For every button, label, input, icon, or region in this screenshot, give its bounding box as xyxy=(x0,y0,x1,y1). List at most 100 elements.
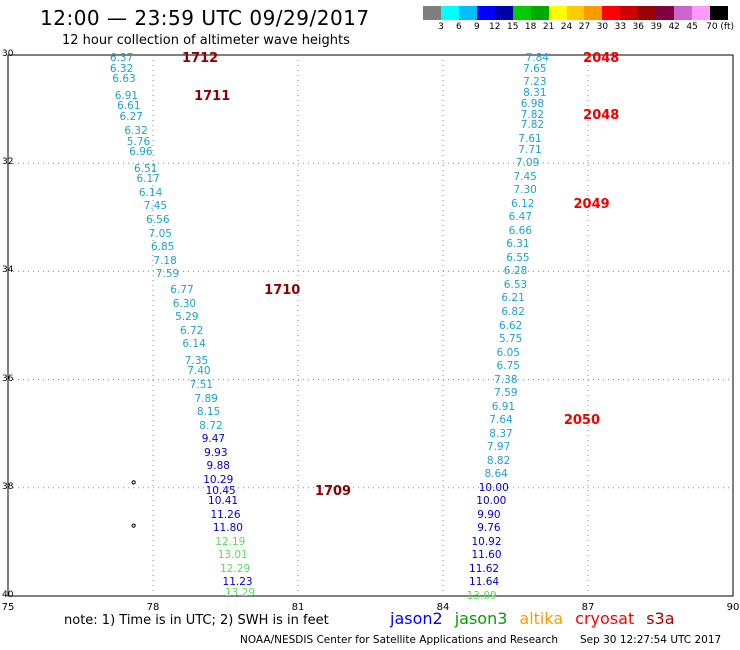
y-tick-label: 32 xyxy=(2,157,14,168)
x-tick-label: 90 xyxy=(726,602,740,613)
scale-swatch xyxy=(548,6,567,20)
scale-label: 9 xyxy=(473,22,480,32)
wave-height-value: 8.82 xyxy=(486,454,511,467)
scale-label: 42 xyxy=(668,22,680,32)
scale-swatch xyxy=(602,6,621,20)
plot-frame xyxy=(7,54,734,597)
satellite-legend: jason2 jason3 altika cryosat s3a xyxy=(390,609,687,628)
wave-height-value: 6.28 xyxy=(503,265,528,278)
wave-height-value: 7.40 xyxy=(187,365,211,378)
wave-height-value: 5.76 xyxy=(126,135,151,148)
scale-label: 27 xyxy=(578,22,591,32)
wave-height-value: 10.29 xyxy=(203,473,234,486)
scale-swatch xyxy=(692,6,710,20)
wave-height-value: 11.80 xyxy=(212,522,243,535)
x-tick-label: 87 xyxy=(581,602,595,613)
wave-height-value: 8.64 xyxy=(484,468,508,481)
wave-height-value: 6.17 xyxy=(136,173,160,186)
wave-height-value: 6.47 xyxy=(508,211,533,224)
y-tick-label: 40 xyxy=(2,590,14,600)
wave-height-value: 11.23 xyxy=(222,576,253,589)
x-tick-label: 81 xyxy=(291,602,305,613)
legend-item: jason3 xyxy=(454,609,508,628)
legend-item: altika xyxy=(519,609,564,628)
wave-height-value: 7.30 xyxy=(513,184,537,197)
wave-height-value: 6.82 xyxy=(501,305,525,318)
scale-swatch xyxy=(674,6,693,20)
pass-number-label: 1712 xyxy=(182,50,219,66)
units-note: note: 1) Time is in UTC; 2) SWH is in fe… xyxy=(64,613,329,628)
scale-swatch xyxy=(458,6,477,20)
scale-swatch xyxy=(638,6,657,20)
wave-height-value: 7.23 xyxy=(523,76,547,89)
scale-label: 45 xyxy=(686,22,698,32)
wave-height-value: 6.61 xyxy=(117,100,141,113)
pass-number-label: 1709 xyxy=(314,483,352,499)
wave-height-value: 7.45 xyxy=(143,200,168,213)
wave-height-value: 9.76 xyxy=(477,522,501,535)
wave-height-value: 11.60 xyxy=(471,549,502,562)
scale-swatch xyxy=(494,6,513,20)
wave-height-value: 8.72 xyxy=(199,419,223,432)
scale-swatch xyxy=(656,6,675,20)
wave-height-value: 9.90 xyxy=(477,508,501,521)
y-tick-label: 38 xyxy=(2,481,14,492)
wave-height-value: 7.59 xyxy=(494,387,518,400)
wave-height-value: 10.00 xyxy=(476,495,507,508)
scale-label: 12 xyxy=(489,22,501,32)
wave-height-value: 6.63 xyxy=(112,73,136,86)
legend-item: cryosat xyxy=(575,609,635,628)
wave-height-value: 6.37 xyxy=(109,51,134,64)
wave-height-value: 6.14 xyxy=(138,186,163,199)
wave-height-value: 7.59 xyxy=(155,268,180,281)
wave-height-value: 6.85 xyxy=(150,241,175,254)
x-tick-label: 78 xyxy=(146,602,160,613)
pass-number-label: 2050 xyxy=(563,413,601,429)
island-mark xyxy=(131,480,136,485)
wave-height-value: 6.51 xyxy=(134,162,158,175)
wave-height-value: 9.88 xyxy=(206,460,230,473)
scale-label: 39 xyxy=(650,22,662,32)
wave-height-value: 6.77 xyxy=(170,284,194,297)
wave-height-value: 6.14 xyxy=(182,338,206,351)
wave-height-value: 6.32 xyxy=(109,62,134,75)
scale-label: 3 xyxy=(438,22,444,32)
wave-height-value: 8.15 xyxy=(196,406,221,419)
legend-item: jason2 xyxy=(390,609,443,628)
wave-height-value: 5.29 xyxy=(175,311,199,324)
wave-height-value: 7.09 xyxy=(515,157,540,170)
scale-swatch xyxy=(440,6,459,20)
wave-height-value: 7.51 xyxy=(189,379,214,391)
scale-label: 33 xyxy=(614,22,627,32)
wave-height-value: 7.38 xyxy=(494,373,518,386)
scale-label: 21 xyxy=(542,22,555,32)
pass-number-label: 2049 xyxy=(573,196,610,212)
pass-number-label: 1711 xyxy=(194,88,231,104)
x-tick-label: 75 xyxy=(1,602,15,613)
wave-height-value: 7.65 xyxy=(523,62,547,75)
pass-number-label: 1710 xyxy=(264,283,301,299)
wave-height-value: 6.30 xyxy=(172,297,197,310)
wave-height-value: 7.84 xyxy=(525,51,549,64)
wave-height-value: 10.00 xyxy=(478,481,509,494)
scale-swatch xyxy=(584,6,603,20)
y-tick-label: 36 xyxy=(2,373,14,384)
scale-label: 36 xyxy=(632,22,645,32)
wave-height-value: 6.31 xyxy=(506,238,530,251)
wave-height-value: 6.27 xyxy=(119,111,143,124)
wave-height-value: 7.35 xyxy=(184,354,209,367)
wave-height-value: 6.66 xyxy=(508,224,533,237)
wave-height-value: 13.09 xyxy=(466,590,497,602)
wave-height-value: 6.72 xyxy=(179,324,204,337)
wave-height-value: 12.19 xyxy=(215,535,246,548)
wave-height-value: 6.91 xyxy=(491,400,516,413)
scale-swatch xyxy=(566,6,585,20)
wave-height-value: 6.91 xyxy=(114,89,139,102)
wave-height-value: 7.05 xyxy=(148,227,172,240)
wave-height-value: 7.61 xyxy=(518,132,542,145)
wave-height-value: 7.97 xyxy=(486,441,511,454)
wave-height-value: 11.64 xyxy=(469,576,500,589)
scale-swatch xyxy=(710,6,728,20)
wave-height-value: 9.47 xyxy=(201,433,226,446)
